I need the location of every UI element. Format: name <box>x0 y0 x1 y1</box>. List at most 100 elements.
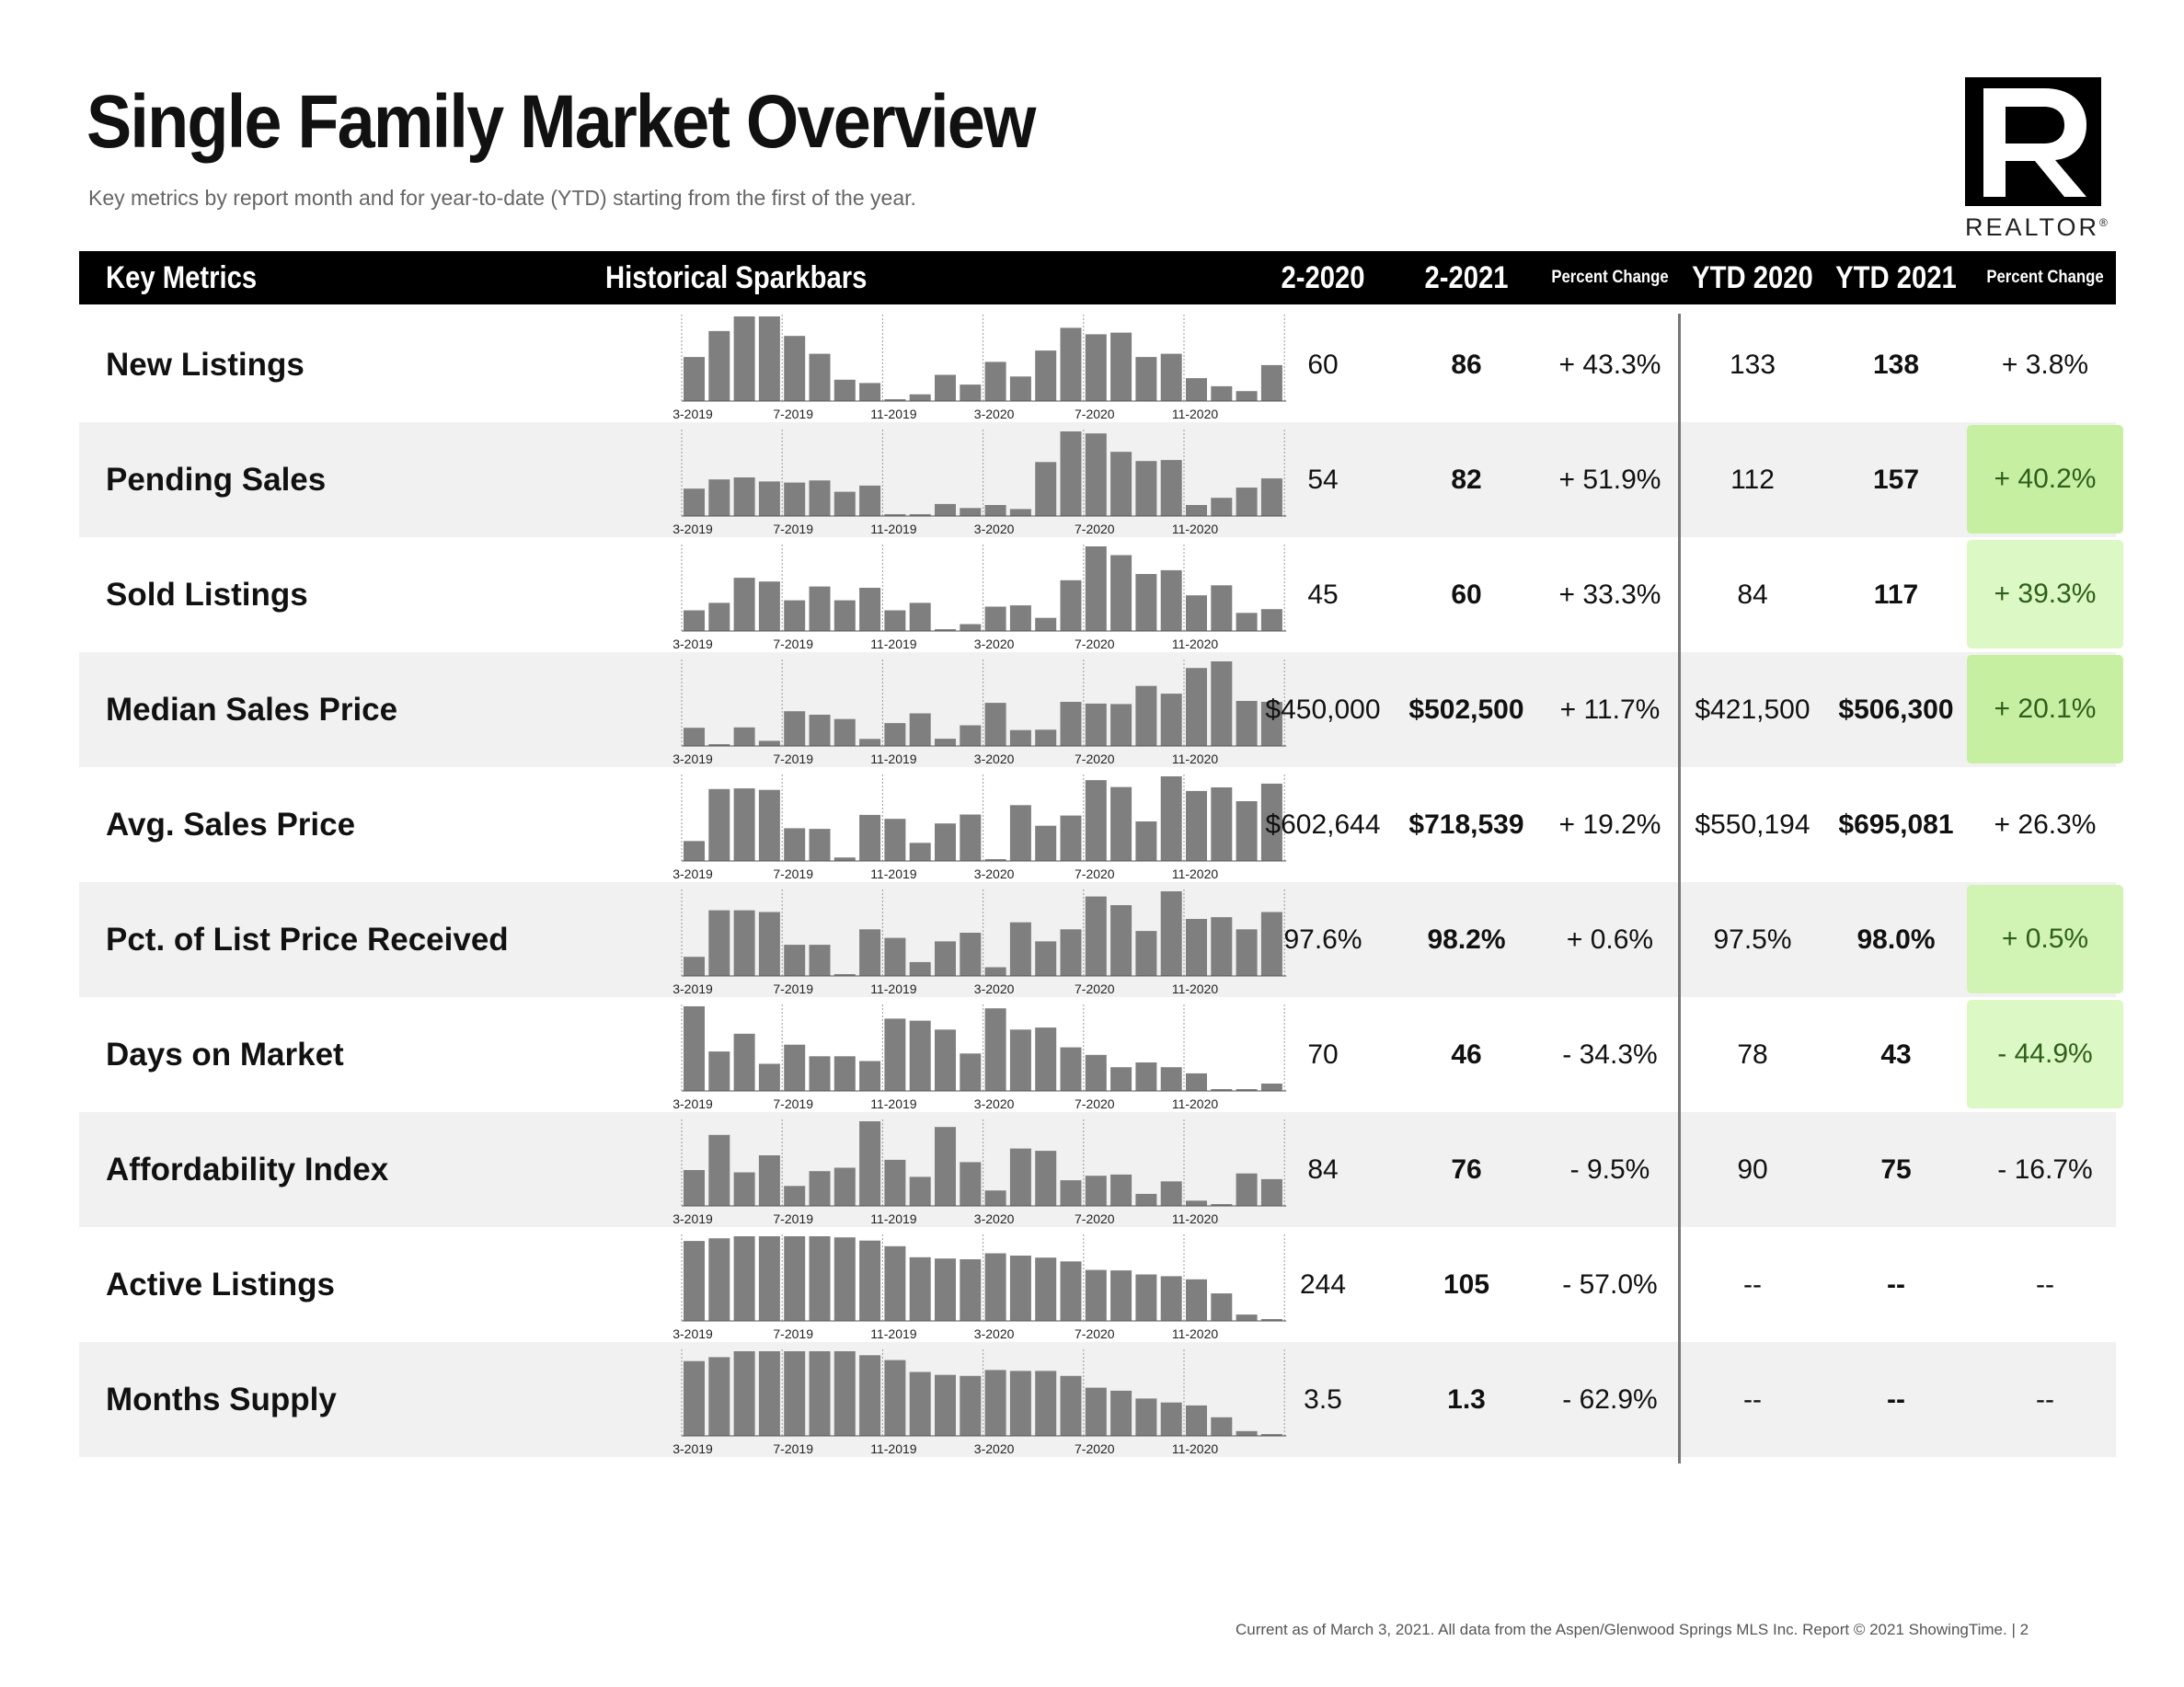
sparkbar-bar <box>1186 1279 1207 1321</box>
table-row: Median Sales Price 3-2019 7-2019 11-2019 3-2… <box>79 652 2123 767</box>
sparkbar-bar <box>784 1044 806 1091</box>
sparkbar-axis-label: 11-2020 <box>1172 1211 1219 1226</box>
sparkbar-bar <box>708 330 730 401</box>
ytd-percent-change: + 3.8% <box>2001 350 2089 380</box>
sparkbar-axis-label: 7-2019 <box>773 1441 813 1456</box>
sparkbar-bar <box>1260 1084 1282 1091</box>
sparkbar-bar <box>708 1357 730 1436</box>
sparkbar-bar <box>960 1259 982 1321</box>
sparkbar-bar <box>984 967 1006 976</box>
sparkbar-axis-label: 3-2020 <box>974 407 1015 421</box>
sparkbar-bar <box>1060 1047 1082 1091</box>
header-2-2021: 2-2021 <box>1424 260 1509 295</box>
sparkbar-bar <box>984 1008 1006 1091</box>
sparkbar-bar <box>1211 661 1233 746</box>
sparkbar-axis-label: 11-2019 <box>870 407 917 421</box>
sparkbar-bar <box>833 1167 856 1206</box>
sparkbar-bar <box>1085 780 1107 861</box>
sparkbar-bar <box>1211 1089 1233 1091</box>
sparkbar-axis-label: 3-2020 <box>974 981 1015 996</box>
sparkbar-axis-label: 7-2020 <box>1075 866 1115 881</box>
sparkbar-bar <box>909 1176 931 1206</box>
sparkbar-axis-label: 3-2019 <box>672 981 713 996</box>
sparkbar-bar <box>1009 1256 1031 1321</box>
sparkbar-axis-label: 7-2019 <box>773 407 813 421</box>
sparkbar-axis-label: 11-2020 <box>1172 752 1219 766</box>
value-ytd-2021: 138 <box>1872 350 1920 380</box>
sparkbar-axis-label: 7-2020 <box>1075 1441 1115 1456</box>
value-ytd-2021: 157 <box>1872 465 1920 495</box>
value-ytd-2020: -- <box>1743 1384 1762 1415</box>
sparkbar-bar <box>1260 1434 1282 1436</box>
sparkbar-bar <box>1035 941 1057 976</box>
table-header: Key Metrics Historical Sparkbars 2-2020 … <box>79 251 2116 304</box>
sparkbar-bar <box>1110 332 1132 401</box>
sparkbar-axis-label: 3-2020 <box>974 752 1015 766</box>
sparkbar-bar <box>960 508 982 516</box>
sparkbar-bar <box>1186 595 1207 631</box>
sparkbar-bar <box>859 485 881 516</box>
sparkbar-bar <box>960 384 982 401</box>
registered-mark: ® <box>2099 216 2110 229</box>
sparkbar-axis-label: 11-2019 <box>870 522 917 536</box>
sparkbar-bar <box>1186 668 1207 746</box>
sparkbar-bar <box>984 1190 1006 1206</box>
sparkbar-bar <box>708 479 730 516</box>
metric-label: Days on Market <box>106 1037 344 1073</box>
value-ytd-2020: $421,500 <box>1695 694 1810 725</box>
ytd-percent-change: - 44.9% <box>1967 1000 2123 1108</box>
sparkbar-bar <box>684 488 705 516</box>
table-row: Months Supply 3-2019 7-2019 11-2019 3-2020 7-… <box>79 1342 2116 1457</box>
sparkbar-bar <box>1135 931 1157 976</box>
value-ytd-2021: $506,300 <box>1838 694 1954 725</box>
sparkbar-bar <box>1085 1387 1107 1436</box>
sparkbar-bar <box>1110 555 1132 631</box>
sparkbar-bar <box>684 1170 705 1206</box>
sparkbar-axis-label: 7-2020 <box>1075 981 1115 996</box>
sparkbar-bar <box>1009 1371 1031 1436</box>
sparkbar-axis-label: 7-2020 <box>1075 522 1115 536</box>
sparkbar-chart: 3-2019 7-2019 11-2019 3-2020 7-2020 11-2020 <box>672 889 1287 996</box>
sparkbar-bar <box>1085 433 1107 516</box>
metric-label: Median Sales Price <box>106 692 398 728</box>
sparkbar-bar <box>1160 353 1182 401</box>
value-2-2021: 60 <box>1451 580 1482 610</box>
value-ytd-2021: 98.0% <box>1856 924 1936 955</box>
sparkbar-axis-label: 11-2019 <box>870 981 917 996</box>
sparkbar-bar <box>984 505 1006 516</box>
sparkbar-bar <box>909 514 931 516</box>
sparkbar-bar <box>833 1351 856 1436</box>
sparkbar-bar <box>1160 776 1182 861</box>
sparkbar-bar <box>1110 1390 1132 1436</box>
sparkbar-axis-label: 7-2019 <box>773 752 813 766</box>
footer-note: Current as of March 3, 2021. All data fr… <box>1236 1621 2029 1638</box>
sparkbar-bar <box>1110 1067 1132 1091</box>
table-row: Avg. Sales Price 3-2019 7-2019 11-2019 3-202… <box>79 767 2116 882</box>
value-ytd-2021: -- <box>1887 1269 1905 1300</box>
sparkbar-axis-label: 11-2020 <box>1172 1441 1219 1456</box>
sparkbar-axis-label: 11-2020 <box>1172 866 1219 881</box>
sparkbar-bar <box>784 1236 806 1321</box>
value-ytd-2021: 117 <box>1873 580 1919 610</box>
sparkbar-bar <box>960 725 982 746</box>
sparkbar-bar <box>809 586 831 631</box>
sparkbar-bar <box>960 1375 982 1436</box>
sparkbar-bar <box>1160 694 1182 746</box>
sparkbar-bar <box>1160 1067 1182 1091</box>
sparkbar-chart: 3-2019 7-2019 11-2019 3-2020 7-2020 11-2020 <box>672 775 1287 881</box>
sparkbar-bar <box>1236 929 1258 976</box>
realtor-logo: REALTOR® <box>1965 77 2108 242</box>
sparkbar-bar <box>809 1056 831 1091</box>
sparkbar-bar <box>884 1360 906 1436</box>
sparkbar-bar <box>884 1245 906 1321</box>
sparkbar-bar <box>960 624 982 631</box>
sparkbar-axis-label: 7-2019 <box>773 522 813 536</box>
sparkbar-bar <box>884 1159 906 1206</box>
sparkbar-bar <box>859 588 881 631</box>
sparkbar-bar <box>1186 1073 1207 1091</box>
sparkbar-bar <box>1211 385 1233 401</box>
sparkbar-bar <box>909 961 931 976</box>
sparkbar-bar <box>909 602 931 631</box>
sparkbar-chart: 3-2019 7-2019 11-2019 3-2020 7-2020 11-2020 <box>672 1004 1287 1111</box>
value-ytd-2020: -- <box>1743 1269 1762 1300</box>
